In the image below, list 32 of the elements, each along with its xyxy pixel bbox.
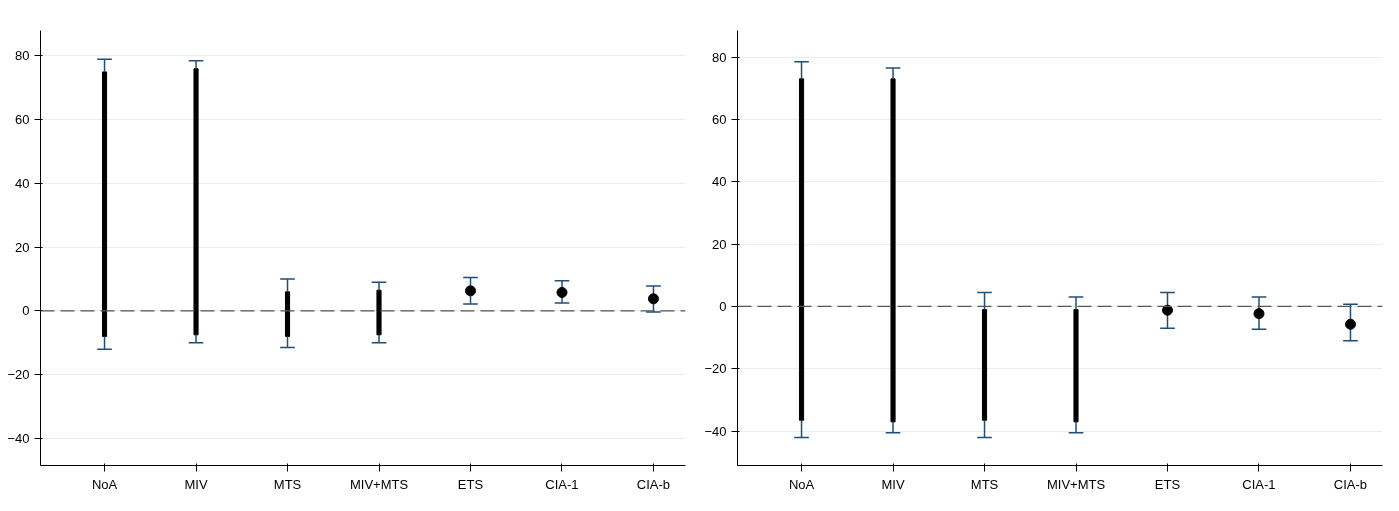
bar	[101, 71, 108, 337]
y-tick-label: −20	[7, 367, 30, 383]
x-tick-label: MIV	[184, 476, 208, 492]
x-tick-label: MIV	[881, 476, 905, 492]
x-tick-label: CIA-b	[636, 476, 671, 492]
y-tick-label: 20	[15, 239, 30, 255]
y-tick-label: 80	[15, 48, 30, 64]
x-tick-label: CIA-b	[1333, 476, 1368, 492]
y-tick-label: 0	[22, 303, 30, 319]
y-tick-label: 20	[712, 236, 727, 252]
x-tick-label: NoA	[91, 476, 118, 492]
y-tick-label: 60	[712, 111, 727, 127]
y-tick-label: 40	[712, 174, 727, 190]
y-tick-label: 0	[719, 298, 727, 314]
bar	[284, 291, 291, 337]
x-tick-label: MIV+MTS	[349, 476, 409, 492]
y-tick-label: 60	[15, 112, 30, 128]
y-tick-label: −40	[7, 430, 30, 446]
bar	[193, 68, 199, 336]
x-tick-label: MIV+MTS	[1046, 476, 1106, 492]
x-tick-label: CIA-1	[545, 476, 579, 492]
x-tick-label: MTS	[970, 476, 999, 492]
bar	[376, 289, 382, 336]
x-tick-label: CIA-1	[1242, 476, 1276, 492]
y-tick-label: −40	[704, 423, 727, 439]
x-tick-label: MTS	[273, 476, 302, 492]
y-tick-label: 80	[712, 49, 727, 65]
x-tick-label: ETS	[457, 476, 484, 492]
y-tick-label: −20	[704, 361, 727, 377]
y-tick-label: 40	[15, 175, 30, 191]
x-tick-label: ETS	[1154, 476, 1181, 492]
x-tick-label: NoA	[788, 476, 815, 492]
